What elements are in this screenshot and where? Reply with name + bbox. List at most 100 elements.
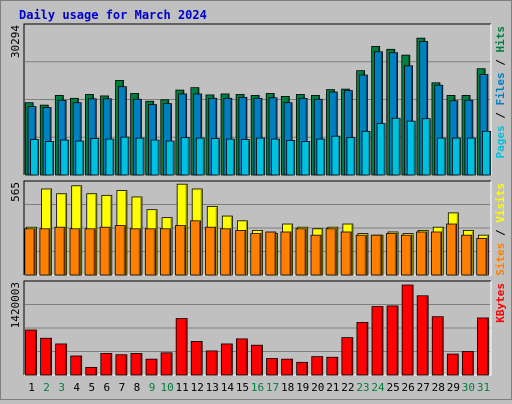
day-label: 5 (88, 381, 95, 394)
bar-kbytes (461, 351, 474, 376)
bar-sites (129, 228, 141, 276)
bar-sites (159, 228, 171, 276)
bar-kbytes (190, 341, 203, 376)
bar-kbytes (55, 343, 68, 376)
bar-pages (45, 141, 55, 176)
day-label: 11 (176, 381, 189, 394)
bar-pages (421, 118, 431, 176)
bar-sites (295, 228, 307, 276)
plot-border-dark (23, 180, 491, 275)
bar-kbytes (446, 353, 459, 376)
bar-kbytes (281, 358, 294, 376)
bar-sites (175, 225, 186, 276)
y-max-label: 1420003 (9, 282, 22, 328)
bar-kbytes (115, 354, 128, 376)
bar-sites (39, 228, 51, 276)
bar-sites (476, 237, 488, 276)
day-label: 31 (477, 381, 490, 394)
bar-pages (271, 138, 281, 176)
bar-pages (482, 130, 491, 176)
bar-pages (346, 137, 356, 176)
bar-kbytes (145, 358, 158, 376)
bar-kbytes (401, 284, 414, 376)
bar-kbytes (130, 353, 143, 376)
day-label: 20 (311, 381, 324, 394)
bar-sites (99, 226, 111, 276)
bar-kbytes (311, 356, 324, 376)
bar-kbytes (25, 329, 37, 376)
bar-sites (385, 233, 397, 276)
day-label: 8 (134, 381, 141, 394)
legend-segment: KBytes (494, 283, 507, 323)
day-label: 27 (417, 381, 430, 394)
bar-pages (226, 138, 235, 176)
day-label: 13 (206, 381, 219, 394)
day-label: 7 (119, 381, 126, 394)
bar-pages (210, 138, 220, 176)
bar-kbytes (371, 306, 384, 376)
bar-pages (165, 140, 175, 176)
day-label: 24 (371, 381, 385, 394)
day-label: 28 (432, 381, 445, 394)
bar-kbytes (266, 358, 278, 376)
kbytes-panel: 1420003 KBytes (9, 280, 507, 376)
bar-pages (436, 137, 446, 176)
bar-kbytes (160, 352, 173, 376)
series-legend: Sites / Visits (494, 183, 507, 276)
bar-sites (69, 228, 81, 276)
bar-kbytes (70, 355, 83, 376)
bar-sites (144, 228, 156, 276)
bar-sites (280, 231, 292, 276)
chart-title: Daily usage for March 2024 (19, 8, 207, 22)
plot-border-dark (23, 23, 491, 175)
bar-kbytes (205, 350, 218, 376)
day-label: 4 (73, 381, 80, 394)
bar-pages (316, 138, 326, 176)
bar-kbytes (356, 321, 369, 376)
day-label: 19 (296, 381, 309, 394)
day-label: 25 (386, 381, 399, 394)
bar-sites (416, 231, 427, 276)
day-label: 26 (402, 381, 415, 394)
bar-kbytes (100, 353, 113, 376)
x-axis-day-labels: 1 2 3 4 5 6 7 8 9 10 11 12 13 14 15 16 17 18 19 20 21 22 23 24 2… (28, 381, 490, 394)
day-label: 22 (341, 381, 354, 394)
day-label: 30 (462, 381, 475, 394)
plot-border-dark (23, 280, 491, 375)
bar-sites (84, 228, 96, 276)
day-label: 10 (160, 381, 173, 394)
bar-sites (265, 231, 277, 276)
legend-segment: / (494, 223, 507, 243)
series-legend: Pages / Files / Hits (494, 26, 507, 159)
bar-pages (30, 139, 40, 176)
day-label: 21 (326, 381, 339, 394)
y-max-label: 30294 (9, 25, 22, 58)
bar-kbytes (341, 337, 354, 376)
bar-pages (301, 141, 311, 176)
bar-pages (467, 137, 476, 176)
day-label: 9 (149, 381, 156, 394)
bar-sites (446, 223, 458, 276)
bar-kbytes (416, 295, 429, 376)
legend-segment: Sites (494, 243, 507, 276)
bar-pages (406, 120, 416, 176)
day-label: 3 (58, 381, 65, 394)
visits-panel: 565 Sites / Visits (9, 180, 507, 276)
y-max-label: 565 (9, 182, 22, 202)
bar-pages (60, 139, 70, 176)
legend-segment: Pages (494, 125, 507, 158)
day-label: 29 (447, 381, 460, 394)
bar-sites (401, 234, 412, 276)
bar-pages (105, 138, 115, 176)
bar-sites (355, 234, 367, 276)
bar-sites (235, 229, 247, 276)
bar-sites (370, 234, 382, 276)
bar-sites (24, 228, 36, 276)
legend-segment: / (494, 53, 507, 73)
bar-kbytes (431, 316, 444, 376)
bar-sites (310, 234, 322, 276)
day-label: 18 (281, 381, 294, 394)
bar-kbytes (386, 305, 399, 376)
